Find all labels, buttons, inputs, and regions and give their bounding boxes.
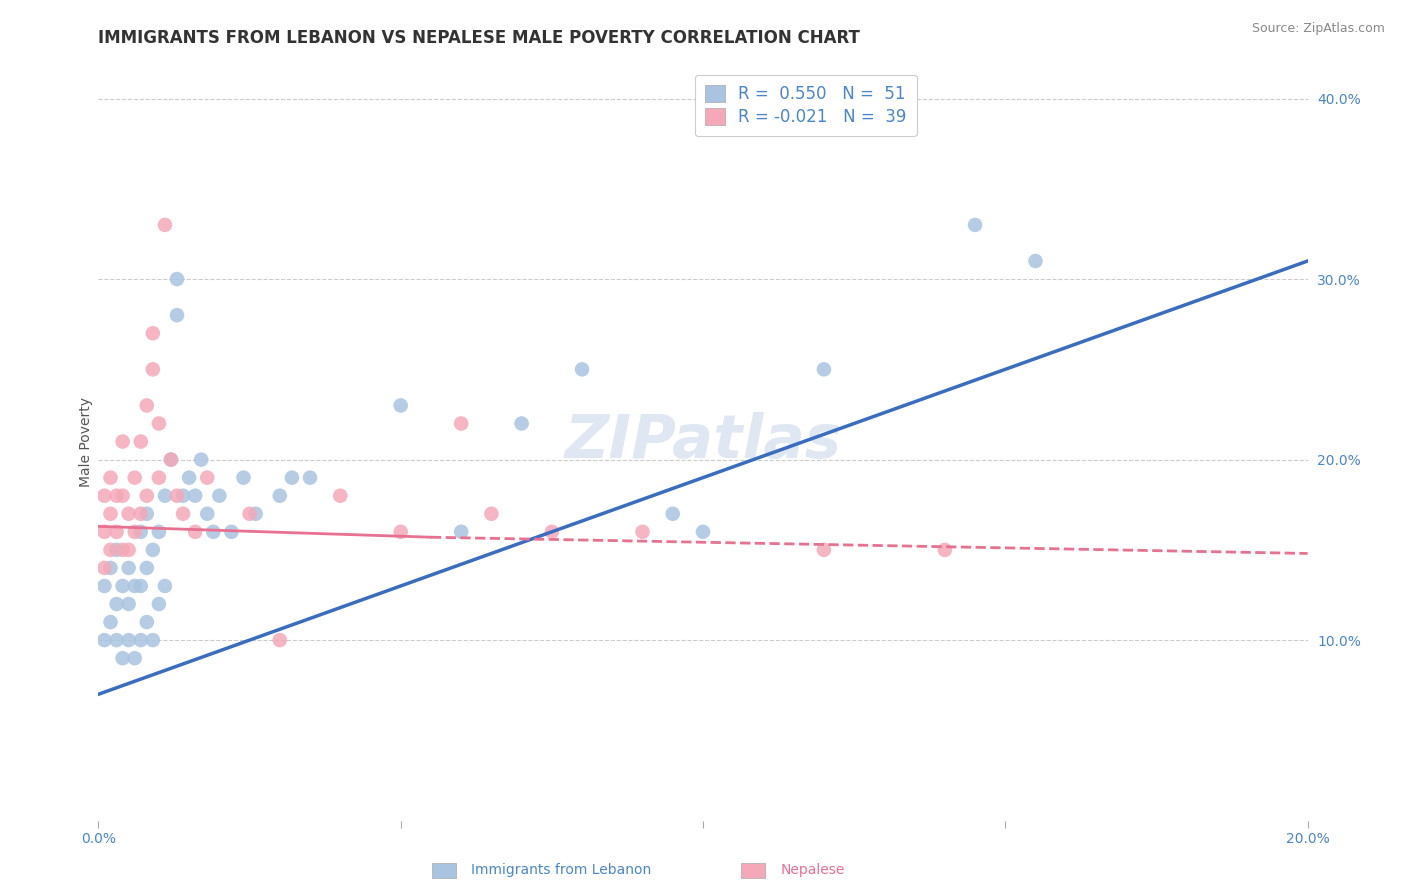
Point bbox=[111, 489, 134, 503]
Point bbox=[129, 579, 152, 593]
Point bbox=[118, 633, 141, 648]
Text: IMMIGRANTS FROM LEBANON VS NEPALESE MALE POVERTY CORRELATION CHART: IMMIGRANTS FROM LEBANON VS NEPALESE MALE… bbox=[98, 29, 860, 47]
Point bbox=[245, 507, 267, 521]
Point bbox=[965, 218, 987, 232]
Point bbox=[692, 524, 714, 539]
Point bbox=[232, 470, 254, 484]
Text: ZIPatlas: ZIPatlas bbox=[564, 412, 842, 471]
Point bbox=[160, 452, 183, 467]
Point bbox=[111, 651, 134, 665]
Point bbox=[221, 524, 243, 539]
Point bbox=[148, 524, 170, 539]
Point bbox=[142, 362, 165, 376]
Point bbox=[153, 218, 176, 232]
Point bbox=[571, 362, 593, 376]
Point bbox=[124, 470, 146, 484]
Point bbox=[934, 542, 956, 557]
Point bbox=[111, 542, 134, 557]
Point bbox=[135, 561, 157, 575]
Point bbox=[481, 507, 503, 521]
Point bbox=[190, 452, 212, 467]
Point bbox=[135, 399, 157, 413]
Text: Immigrants from Lebanon: Immigrants from Lebanon bbox=[471, 863, 651, 877]
Point bbox=[142, 542, 165, 557]
Point bbox=[160, 452, 183, 467]
Text: Source: ZipAtlas.com: Source: ZipAtlas.com bbox=[1251, 22, 1385, 36]
Point bbox=[172, 507, 194, 521]
Point bbox=[166, 272, 188, 286]
Point bbox=[129, 434, 152, 449]
Point bbox=[93, 633, 115, 648]
Point bbox=[661, 507, 683, 521]
Point bbox=[105, 524, 128, 539]
Point bbox=[148, 417, 170, 431]
Point bbox=[389, 524, 412, 539]
Point bbox=[153, 489, 176, 503]
Point bbox=[239, 507, 262, 521]
Point bbox=[124, 651, 146, 665]
Point bbox=[1024, 254, 1046, 268]
Point bbox=[111, 434, 134, 449]
Point bbox=[184, 524, 207, 539]
Point bbox=[142, 326, 165, 341]
Point bbox=[135, 507, 157, 521]
Point bbox=[142, 633, 165, 648]
Point bbox=[148, 597, 170, 611]
Point bbox=[299, 470, 322, 484]
Point bbox=[118, 542, 141, 557]
Point bbox=[93, 579, 115, 593]
Point bbox=[124, 524, 146, 539]
Point bbox=[329, 489, 352, 503]
Point bbox=[540, 524, 562, 539]
Point bbox=[124, 579, 146, 593]
Point bbox=[281, 470, 304, 484]
Point bbox=[184, 489, 207, 503]
Point bbox=[153, 579, 176, 593]
Point bbox=[195, 507, 218, 521]
Point bbox=[105, 542, 128, 557]
Point bbox=[148, 470, 170, 484]
Point bbox=[450, 417, 472, 431]
Point bbox=[111, 579, 134, 593]
Point bbox=[93, 561, 115, 575]
Point bbox=[129, 633, 152, 648]
Point bbox=[208, 489, 231, 503]
Point bbox=[450, 524, 472, 539]
Point bbox=[172, 489, 194, 503]
Point bbox=[105, 633, 128, 648]
Point bbox=[129, 507, 152, 521]
Point bbox=[100, 542, 122, 557]
Point bbox=[166, 308, 188, 322]
Point bbox=[813, 362, 835, 376]
Point bbox=[269, 633, 291, 648]
Point bbox=[269, 489, 291, 503]
Point bbox=[179, 470, 201, 484]
Point bbox=[105, 489, 128, 503]
Point bbox=[631, 524, 654, 539]
Point bbox=[510, 417, 533, 431]
Legend: R =  0.550   N =  51, R = -0.021   N =  39: R = 0.550 N = 51, R = -0.021 N = 39 bbox=[695, 75, 917, 136]
Point bbox=[100, 561, 122, 575]
Point bbox=[166, 489, 188, 503]
Point bbox=[100, 507, 122, 521]
Point bbox=[105, 597, 128, 611]
Text: Nepalese: Nepalese bbox=[780, 863, 845, 877]
Point bbox=[202, 524, 225, 539]
Point bbox=[389, 399, 412, 413]
Point bbox=[100, 470, 122, 484]
Point bbox=[135, 489, 157, 503]
Y-axis label: Male Poverty: Male Poverty bbox=[79, 397, 93, 486]
Point bbox=[118, 507, 141, 521]
Point bbox=[118, 597, 141, 611]
Point bbox=[129, 524, 152, 539]
Point bbox=[135, 615, 157, 629]
Point bbox=[100, 615, 122, 629]
Point bbox=[93, 524, 115, 539]
Point bbox=[813, 542, 835, 557]
Point bbox=[195, 470, 218, 484]
Point bbox=[93, 489, 115, 503]
Point bbox=[118, 561, 141, 575]
